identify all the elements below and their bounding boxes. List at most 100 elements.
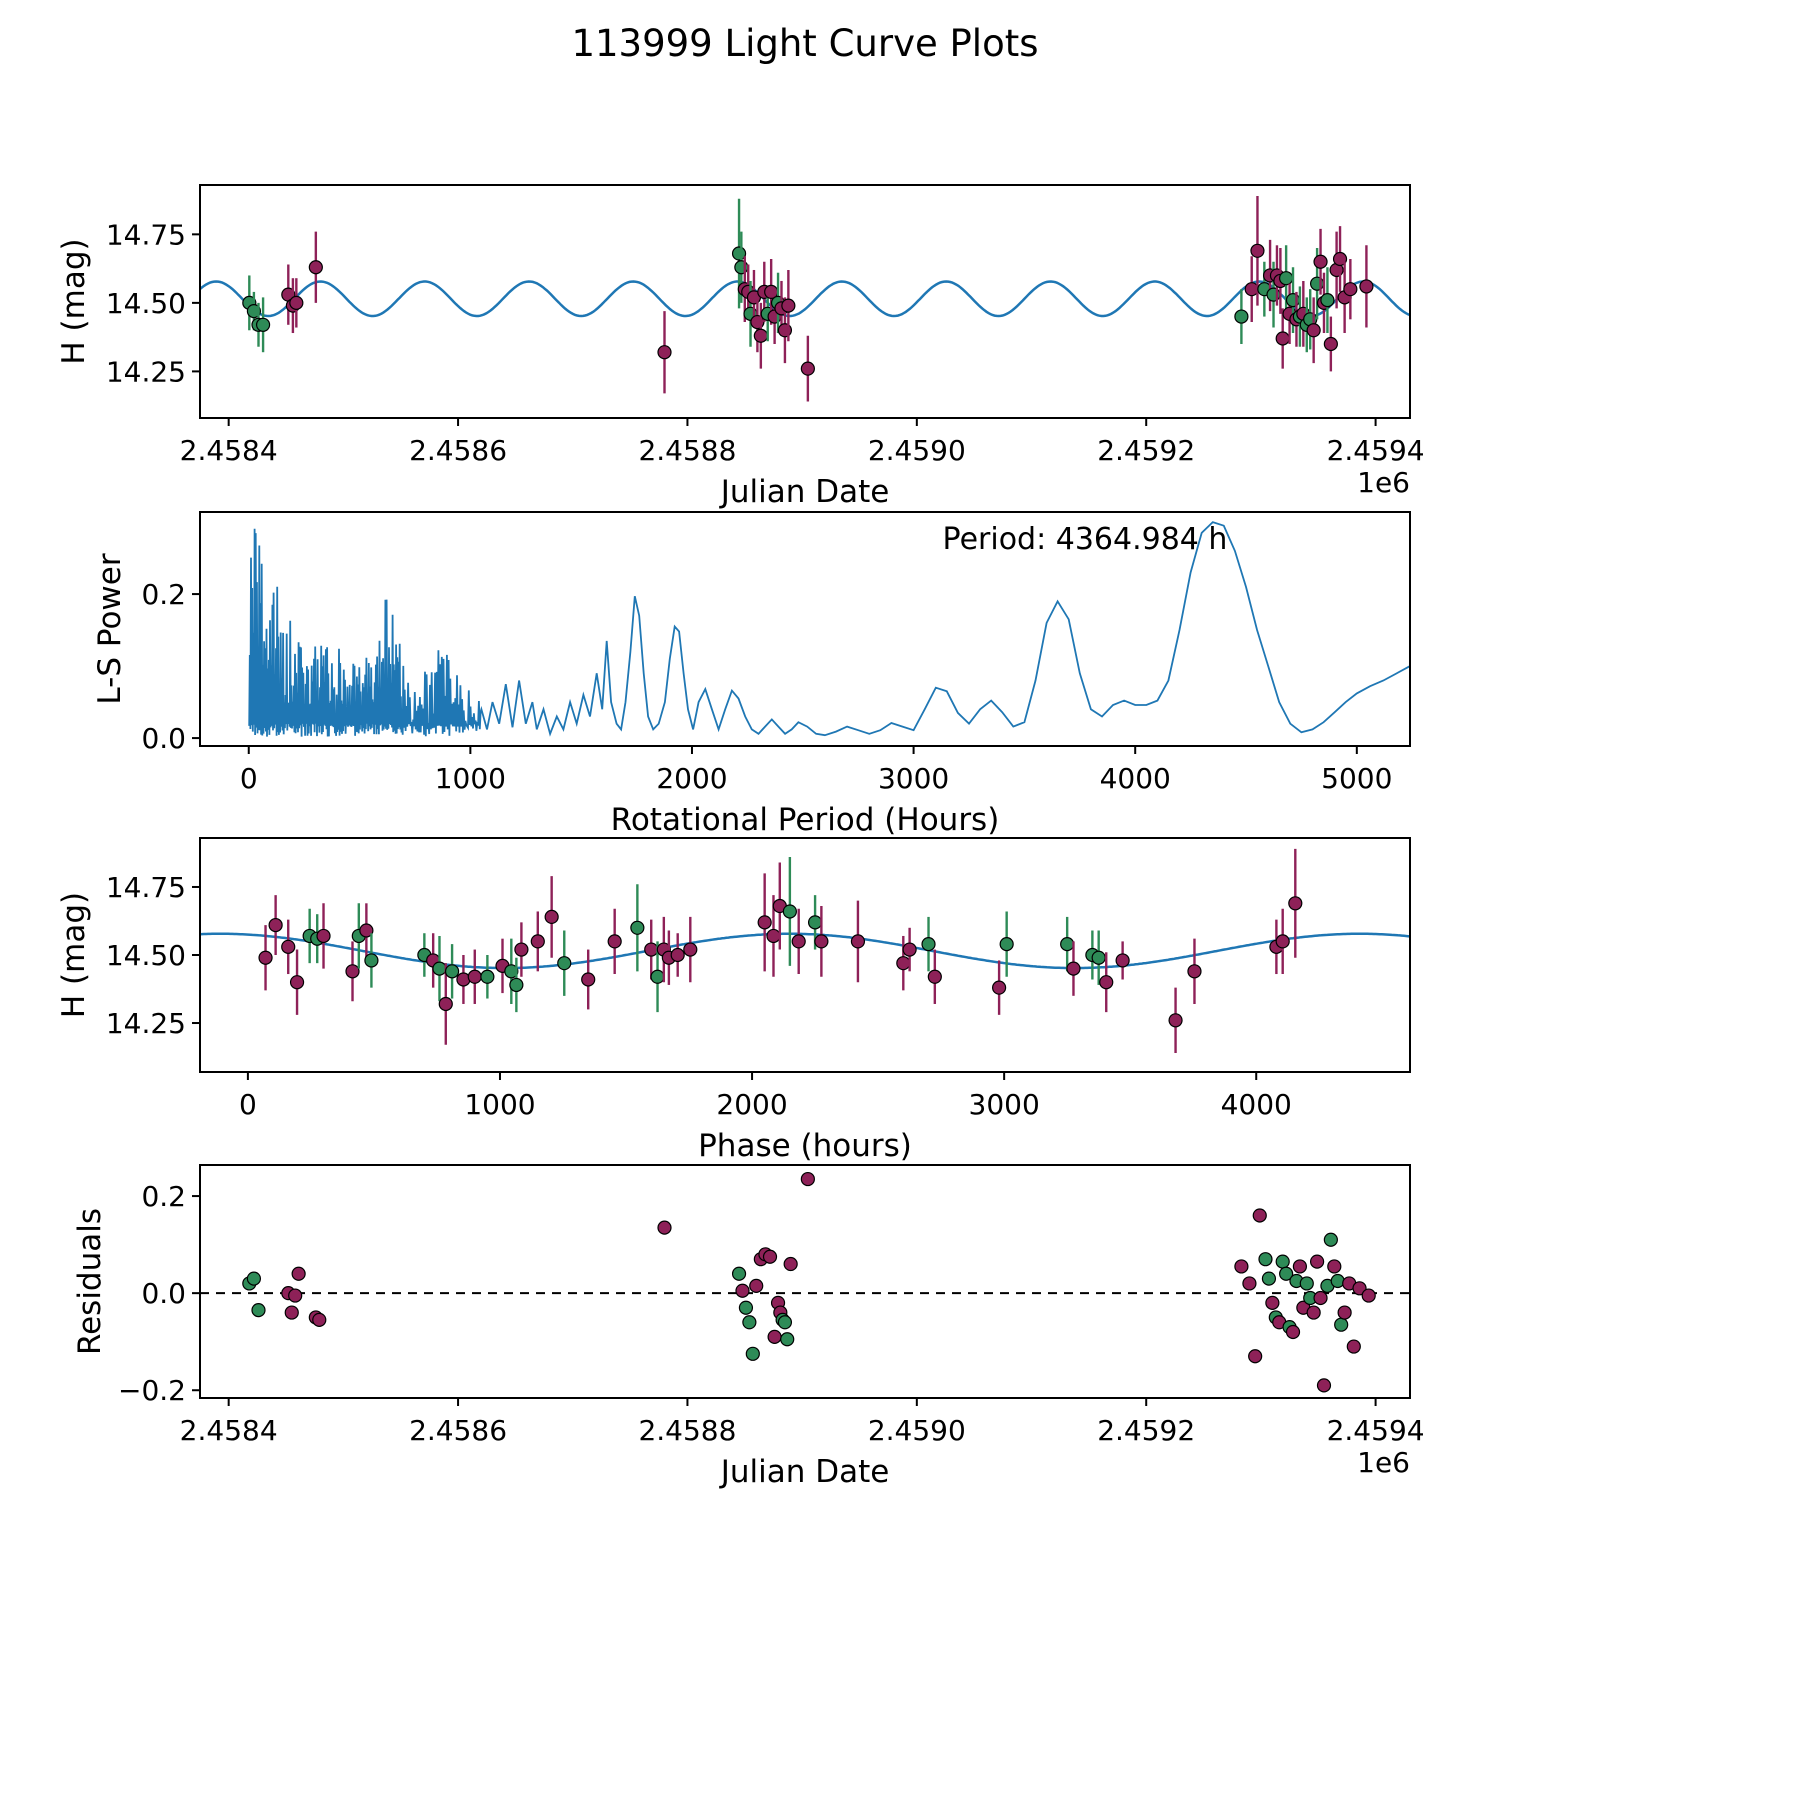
data-point [467, 969, 482, 984]
svg-text:14.50: 14.50 [106, 939, 186, 972]
data-point [1252, 1208, 1267, 1223]
data-point [1346, 1339, 1361, 1354]
data-point [670, 947, 685, 963]
svg-text:H (mag): H (mag) [56, 238, 92, 364]
svg-text:2.4588: 2.4588 [638, 434, 736, 467]
data-point [683, 942, 698, 957]
periodogram-plot-area [248, 521, 1410, 737]
data-point [268, 917, 283, 933]
data-point [777, 1315, 793, 1330]
data-point [581, 972, 596, 987]
data-point [557, 956, 572, 971]
data-point [1306, 323, 1321, 338]
svg-text:2.4588: 2.4588 [638, 1414, 736, 1447]
data-point [444, 964, 460, 979]
panel-lightcurve: 2.4584 2.4586 2.4588 2.4590 2.4592 2.4594 14.2… [56, 184, 1425, 510]
svg-text:2.4584: 2.4584 [180, 1414, 278, 1447]
data-point [1275, 934, 1290, 949]
data-point [504, 964, 519, 979]
svg-text:−0.2: −0.2 [118, 1374, 186, 1407]
data-point [246, 1271, 262, 1286]
svg-text:2000: 2000 [656, 762, 727, 795]
data-point [1309, 1254, 1325, 1269]
data-point [1359, 279, 1374, 294]
data-point [1060, 937, 1075, 952]
data-point [1352, 1281, 1367, 1296]
panel-phase: 0 1000 2000 3000 4000 14.25 14.50 14.75 Phase (h… [56, 837, 1411, 1164]
data-point [258, 950, 273, 965]
data-point [1361, 1288, 1376, 1303]
data-point [281, 939, 296, 954]
data-point [1337, 1305, 1352, 1320]
svg-text:2.4592: 2.4592 [1097, 1414, 1195, 1447]
data-point [1275, 1254, 1290, 1269]
svg-text:2.4584: 2.4584 [180, 434, 278, 467]
svg-text:0.2: 0.2 [141, 578, 186, 611]
data-point [364, 953, 379, 968]
chart-title: 113999 Light Curve Plots [571, 22, 1039, 65]
svg-text:0: 0 [239, 1088, 257, 1121]
data-point [800, 361, 815, 376]
data-point [1234, 309, 1249, 324]
svg-text:Rotational Period (Hours): Rotational Period (Hours) [611, 802, 1000, 838]
data-point [927, 969, 942, 984]
data-point [791, 934, 806, 949]
data-point [1279, 271, 1294, 286]
data-point [289, 975, 305, 990]
data-point [657, 1220, 672, 1235]
svg-text:14.75: 14.75 [106, 871, 186, 904]
svg-text:3000: 3000 [878, 762, 949, 795]
data-point [657, 345, 672, 360]
svg-text:1000: 1000 [464, 1088, 535, 1121]
data-point [345, 964, 360, 979]
data-point [902, 942, 917, 957]
data-point [246, 303, 262, 319]
lightcurve-plot-area [200, 195, 1410, 402]
data-point [753, 328, 768, 343]
data-point [767, 1329, 782, 1344]
phase-plot-area [200, 848, 1410, 1053]
svg-text:2000: 2000 [716, 1088, 787, 1121]
lightcurve-axes-frame [199, 184, 1411, 419]
svg-text:14.75: 14.75 [106, 218, 186, 251]
data-point [1091, 950, 1106, 965]
data-point [749, 1278, 764, 1293]
svg-text:Julian Date: Julian Date [719, 474, 890, 510]
data-point [1258, 1252, 1273, 1267]
svg-text:2.4586: 2.4586 [409, 1414, 507, 1447]
svg-text:Residuals: Residuals [72, 1208, 108, 1355]
data-point [1279, 1266, 1294, 1281]
data-point [742, 1315, 757, 1330]
svg-text:0: 0 [240, 762, 258, 795]
data-point [992, 980, 1007, 995]
data-point [1323, 1232, 1338, 1247]
data-point [1288, 896, 1303, 911]
data-point [607, 934, 622, 949]
data-point [1330, 1273, 1345, 1289]
svg-text:H (mag): H (mag) [56, 892, 92, 1018]
data-point [1168, 1013, 1183, 1028]
data-point [1265, 1295, 1280, 1310]
svg-text:1000: 1000 [435, 762, 506, 795]
data-point [896, 956, 911, 971]
data-point [1292, 1259, 1307, 1274]
data-point [1299, 1276, 1314, 1291]
svg-text:5000: 5000 [1321, 762, 1392, 795]
svg-text:3000: 3000 [969, 1088, 1040, 1121]
svg-text:4000: 4000 [1221, 1088, 1292, 1121]
data-point [316, 928, 331, 944]
svg-text:2.4592: 2.4592 [1097, 434, 1195, 467]
data-point [1275, 331, 1290, 346]
data-point [1234, 1259, 1249, 1274]
data-point [1115, 953, 1130, 968]
data-point [1261, 1271, 1277, 1286]
svg-text:14.25: 14.25 [106, 355, 186, 388]
data-point [1306, 1305, 1321, 1320]
data-point [544, 909, 559, 925]
data-point [783, 1256, 798, 1272]
data-point [731, 1266, 747, 1281]
data-point [757, 915, 772, 930]
data-point [1327, 1259, 1342, 1274]
